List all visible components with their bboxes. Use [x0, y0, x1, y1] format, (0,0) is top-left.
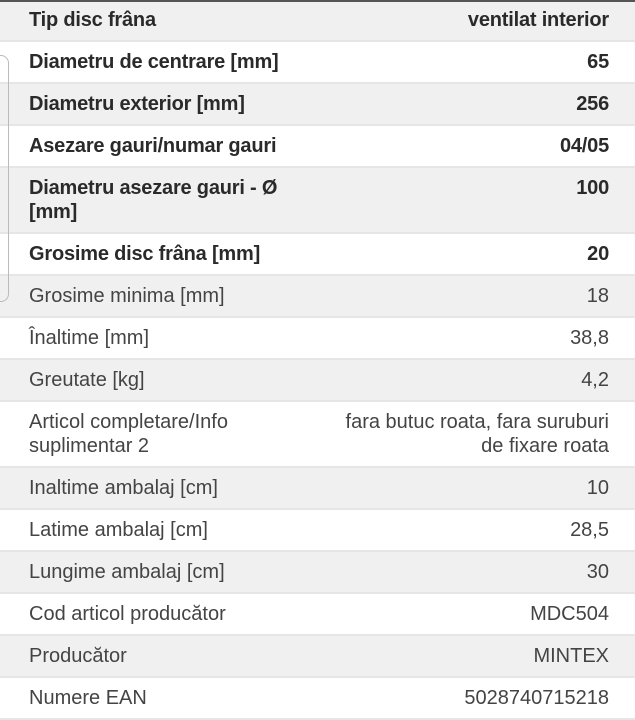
spec-row: Grosime minima [mm] 18 [0, 275, 635, 317]
spec-label: Numere EAN [29, 687, 147, 709]
spec-row: Cod articol producător MDC504 [0, 593, 635, 635]
spec-value: 256 [576, 93, 609, 115]
spec-value: fara butuc roata, fara suruburi de fixar… [345, 411, 609, 457]
spec-value: MINTEX [533, 645, 609, 667]
spec-value: 38,8 [570, 327, 609, 349]
spec-row: Lungime ambalaj [cm] 30 [0, 551, 635, 593]
spec-row: Inaltime ambalaj [cm] 10 [0, 467, 635, 509]
spec-label: Grosime disc frâna [mm] [29, 243, 261, 265]
spec-value: 18 [586, 285, 609, 307]
spec-value: 65 [587, 51, 609, 73]
spec-row: Diametru exterior [mm] 256 [0, 83, 635, 125]
spec-value: 5028740715218 [464, 687, 609, 709]
side-panel-edge[interactable] [0, 55, 9, 302]
spec-row: Diametru asezare gauri - Ø [mm] 100 [0, 167, 635, 233]
spec-value: 28,5 [570, 519, 609, 541]
spec-value: 30 [586, 561, 609, 583]
spec-value: ventilat interior [467, 9, 609, 31]
spec-row: Numere EAN 5028740715218 [0, 677, 635, 719]
spec-row: Articol completare/Info suplimentar 2 far… [0, 401, 635, 467]
spec-label: Tip disc frâna [29, 9, 156, 31]
spec-label: Inaltime ambalaj [cm] [29, 477, 218, 499]
spec-label: Articol completare/Info suplimentar 2 [29, 411, 228, 457]
spec-label: Lungime ambalaj [cm] [29, 561, 225, 583]
spec-row: Producător MINTEX [0, 635, 635, 677]
spec-row: Diametru de centrare [mm] 65 [0, 41, 635, 83]
spec-value: 20 [587, 243, 609, 265]
spec-label: Asezare gauri/numar gauri [29, 135, 277, 157]
spec-label: Diametru de centrare [mm] [29, 51, 279, 73]
spec-label: Înaltime [mm] [29, 327, 150, 349]
spec-value: 04/05 [559, 135, 609, 157]
spec-value: 100 [576, 177, 609, 199]
spec-row: Grosime disc frâna [mm] 20 [0, 233, 635, 275]
top-divider [0, 0, 635, 2]
spec-label: Greutate [kg] [29, 369, 145, 391]
spec-label: Cod articol producător [29, 603, 226, 625]
spec-label: Grosime minima [mm] [29, 285, 225, 307]
spec-row: Latime ambalaj [cm] 28,5 [0, 509, 635, 551]
spec-value: 10 [586, 477, 609, 499]
spec-row: Înaltime [mm] 38,8 [0, 317, 635, 359]
spec-label: Latime ambalaj [cm] [29, 519, 208, 541]
spec-row: Asezare gauri/numar gauri 04/05 [0, 125, 635, 167]
spec-row: Tip disc frâna ventilat interior [0, 0, 635, 41]
spec-value: MDC504 [530, 603, 609, 625]
spec-value: 4,2 [581, 369, 609, 391]
spec-row: Greutate [kg] 4,2 [0, 359, 635, 401]
spec-label: Diametru asezare gauri - Ø [mm] [29, 177, 278, 223]
spec-label: Diametru exterior [mm] [29, 93, 245, 115]
spec-label: Producător [29, 645, 127, 667]
